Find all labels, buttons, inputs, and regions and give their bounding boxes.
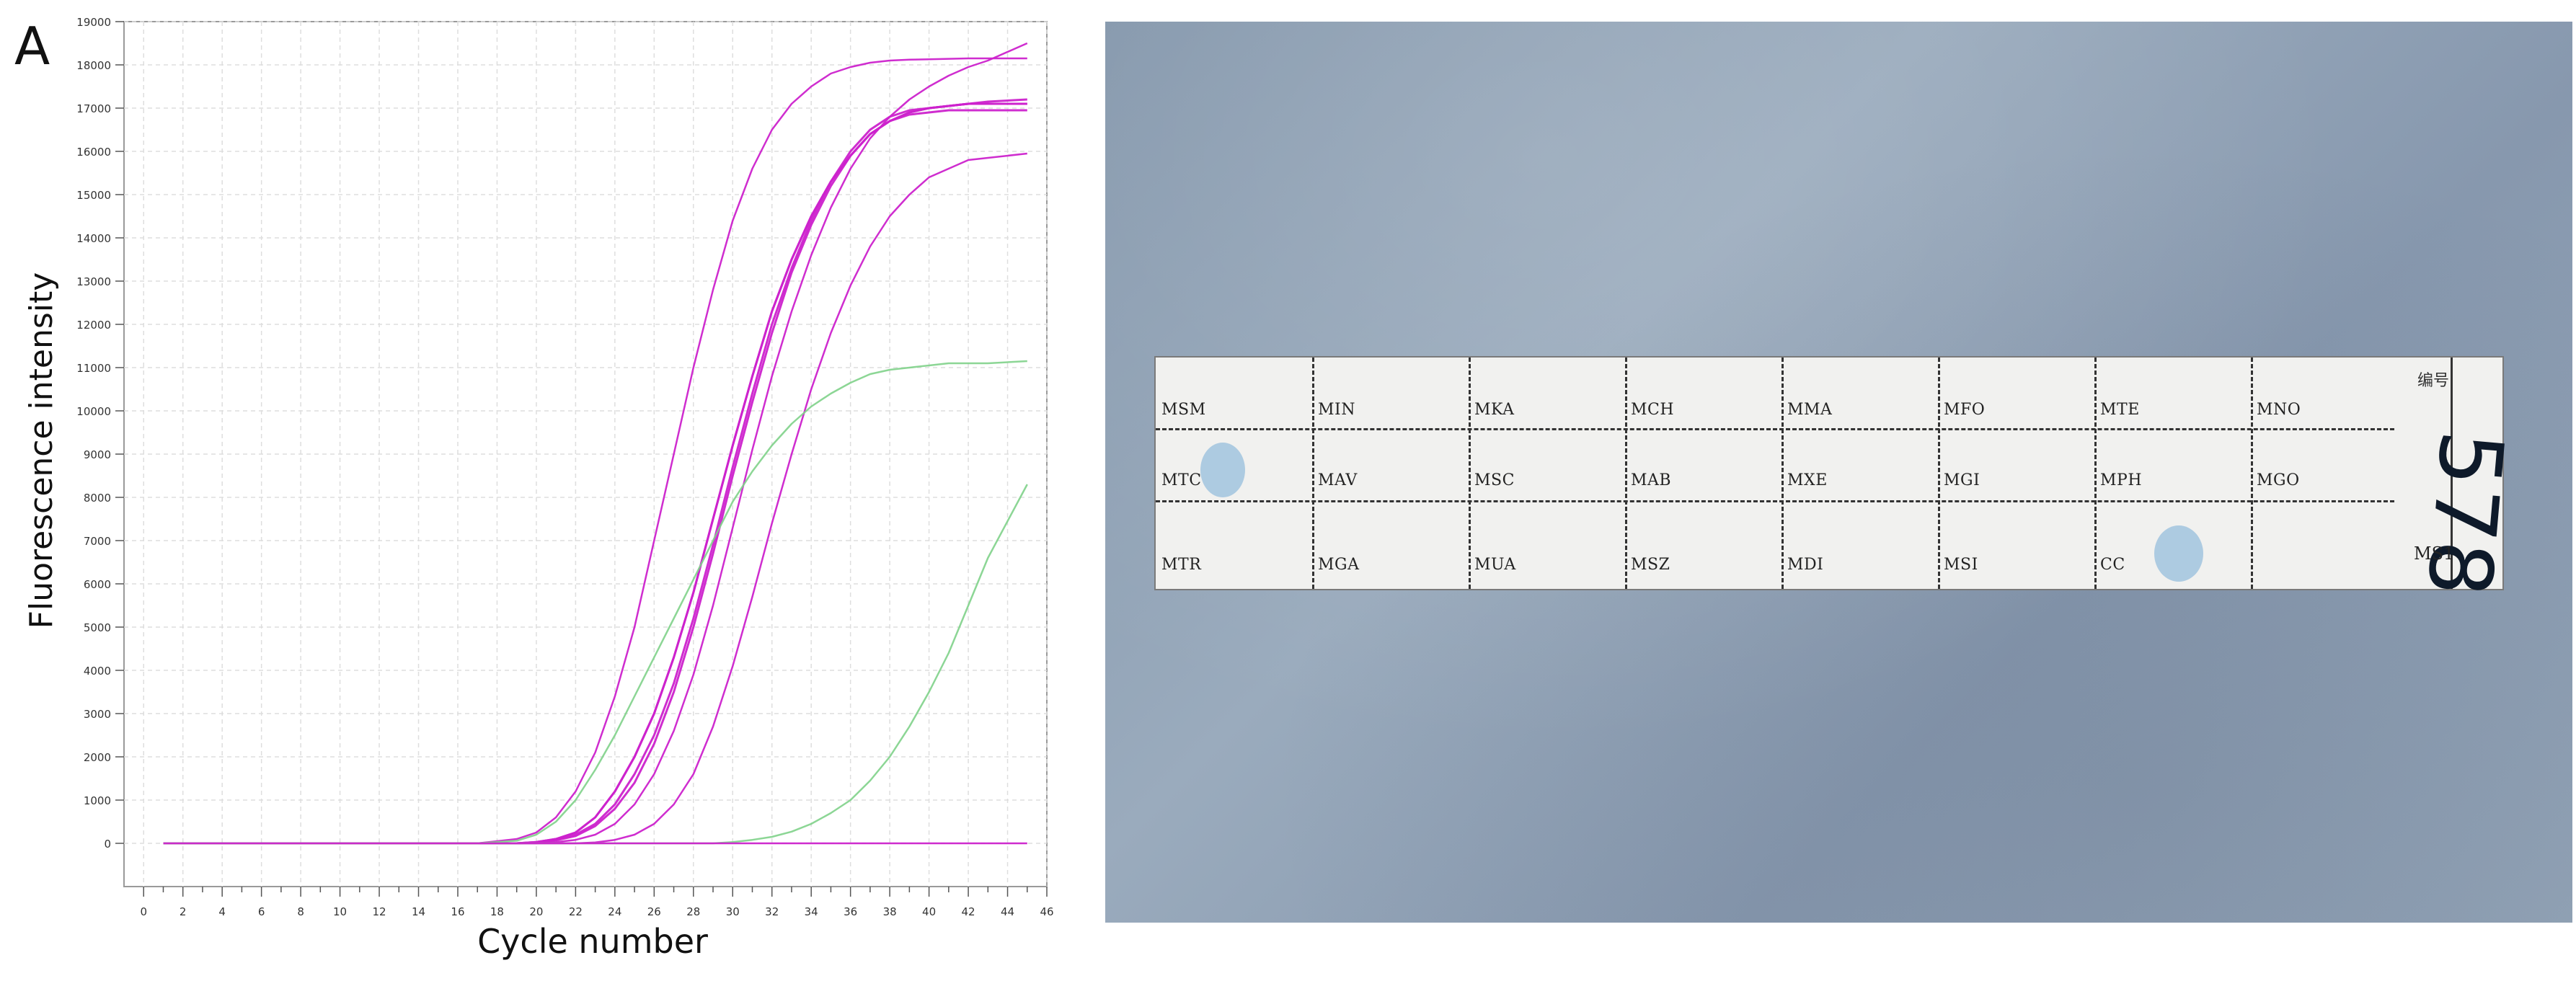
y-tick-label: 8000 <box>84 492 111 505</box>
strip-id-divider <box>2451 358 2453 589</box>
y-tick-label: 7000 <box>84 535 111 548</box>
strip-cell-label: MTC <box>1161 471 1202 489</box>
strip-cell-label: MKA <box>1474 401 1515 419</box>
x-tick-label: 38 <box>883 905 897 918</box>
x-tick-label: 24 <box>608 905 621 918</box>
y-tick-label: 10000 <box>76 405 111 418</box>
strip-cell-label: MSI <box>1944 556 1978 574</box>
strip-cell-label: MAV <box>1318 471 1358 489</box>
strip-cell-label: MPH <box>2100 471 2143 489</box>
y-tick-label: 16000 <box>76 146 111 159</box>
x-tick-label: 36 <box>844 905 857 918</box>
strip-cell-label: CC <box>2100 556 2125 574</box>
strip-cell-label: MDI <box>1787 556 1824 574</box>
y-tick-label: 11000 <box>76 362 111 375</box>
y-tick-label: 2000 <box>84 751 111 764</box>
x-tick-label: 20 <box>529 905 543 918</box>
x-tick-label: 8 <box>297 905 304 918</box>
y-tick-label: 3000 <box>84 708 111 721</box>
strip-cell-label: MTR <box>1161 556 1202 574</box>
strip-cell-label: MCH <box>1631 401 1675 419</box>
panel-a-label: A <box>14 16 50 76</box>
y-tick-label: 13000 <box>76 275 111 288</box>
x-tick-label: 34 <box>805 905 818 918</box>
strip-cell-label: MXE <box>1787 471 1828 489</box>
strip-column-divider <box>1312 358 1314 589</box>
strip-cell-label: MNO <box>2257 401 2301 419</box>
y-tick-label: 9000 <box>84 448 111 461</box>
strip-side-code: MS1 <box>2414 543 2455 564</box>
x-tick-label: 26 <box>647 905 661 918</box>
control-spot <box>2154 525 2203 582</box>
strip-column-divider <box>2251 358 2253 589</box>
y-tick-label: 1000 <box>84 794 111 807</box>
strip-cell-label: MGI <box>1944 471 1980 489</box>
x-tick-label: 46 <box>1040 905 1053 918</box>
strip-cell-label: MSM <box>1161 401 1206 419</box>
grid <box>124 21 1048 887</box>
strip-cell-label: MMA <box>1787 401 1833 419</box>
x-tick-label: 42 <box>962 905 975 918</box>
strip-cell-label: MSZ <box>1631 556 1670 574</box>
strip-column-divider <box>1625 358 1627 589</box>
y-tick-label: 5000 <box>84 621 111 634</box>
strip-cell-label: MUA <box>1474 556 1516 574</box>
x-tick-label: 0 <box>140 905 147 918</box>
y-tick-label: 15000 <box>76 189 111 202</box>
strip-column-divider <box>1938 358 1940 589</box>
x-tick-label: 10 <box>333 905 347 918</box>
y-tick-label: 4000 <box>84 665 111 678</box>
strip-row-divider <box>1156 428 2394 430</box>
pcr-amplification-chart: 0 2 4 6 8 10 12 14 16 18 20 22 24 26 28 30 32 34 36 38 40 42 4… <box>23 16 1054 961</box>
positive-spot <box>1200 443 1245 497</box>
y-tick-label: 18000 <box>76 59 111 72</box>
y-tick-label: 19000 <box>76 16 111 29</box>
x-tick-label: 32 <box>765 905 779 918</box>
x-tick-label: 14 <box>412 905 425 918</box>
strip-cell-label: MGA <box>1318 556 1360 574</box>
test-strip-photo: MSM MIN MKA MCH MMA MFO MTE MNO MTC MAV MSC MAB MXE M… <box>1105 22 2572 923</box>
strip-id-mark: 编号 <box>2417 372 2450 390</box>
test-strip: MSM MIN MKA MCH MMA MFO MTE MNO MTC MAV MSC MAB MXE M… <box>1154 356 2521 600</box>
strip-cell-label: MIN <box>1318 401 1355 419</box>
handwritten-number: 578 <box>2407 427 2522 600</box>
x-tick-label: 30 <box>726 905 740 918</box>
strip-row-divider <box>1156 500 2394 502</box>
strip-cell-label: MGO <box>2257 471 2300 489</box>
y-tick-label: 0 <box>104 838 111 851</box>
strip-column-divider <box>1781 358 1784 589</box>
y-tick-label: 6000 <box>84 578 111 591</box>
x-tick-label: 40 <box>922 905 936 918</box>
x-tick-label: 12 <box>372 905 386 918</box>
x-tick-label: 16 <box>451 905 464 918</box>
axes: 0 2 4 6 8 10 12 14 16 18 20 22 24 26 28 30 32 34 36 38 40 42 4… <box>76 16 1053 918</box>
strip-cell-label: MFO <box>1944 401 1986 419</box>
x-tick-label: 44 <box>1001 905 1014 918</box>
x-axis-label: Cycle number <box>477 922 708 961</box>
y-tick-label: 12000 <box>76 319 111 332</box>
strip-column-divider <box>1469 358 1471 589</box>
strip-cell-label: MTE <box>2100 401 2140 419</box>
x-tick-label: 2 <box>180 905 187 918</box>
x-tick-label: 28 <box>686 905 700 918</box>
strip-column-divider <box>2094 358 2097 589</box>
strip-cell-label: MSC <box>1474 471 1515 489</box>
y-tick-label: 14000 <box>76 232 111 245</box>
y-axis-label: Fluorescence intensity <box>23 272 60 629</box>
series-lines <box>163 42 1028 845</box>
x-tick-label: 4 <box>218 905 226 918</box>
x-tick-label: 18 <box>490 905 504 918</box>
x-tick-label: 6 <box>258 905 265 918</box>
y-tick-label: 17000 <box>76 102 111 115</box>
x-tick-label: 22 <box>569 905 583 918</box>
strip-cell-label: MAB <box>1631 471 1672 489</box>
